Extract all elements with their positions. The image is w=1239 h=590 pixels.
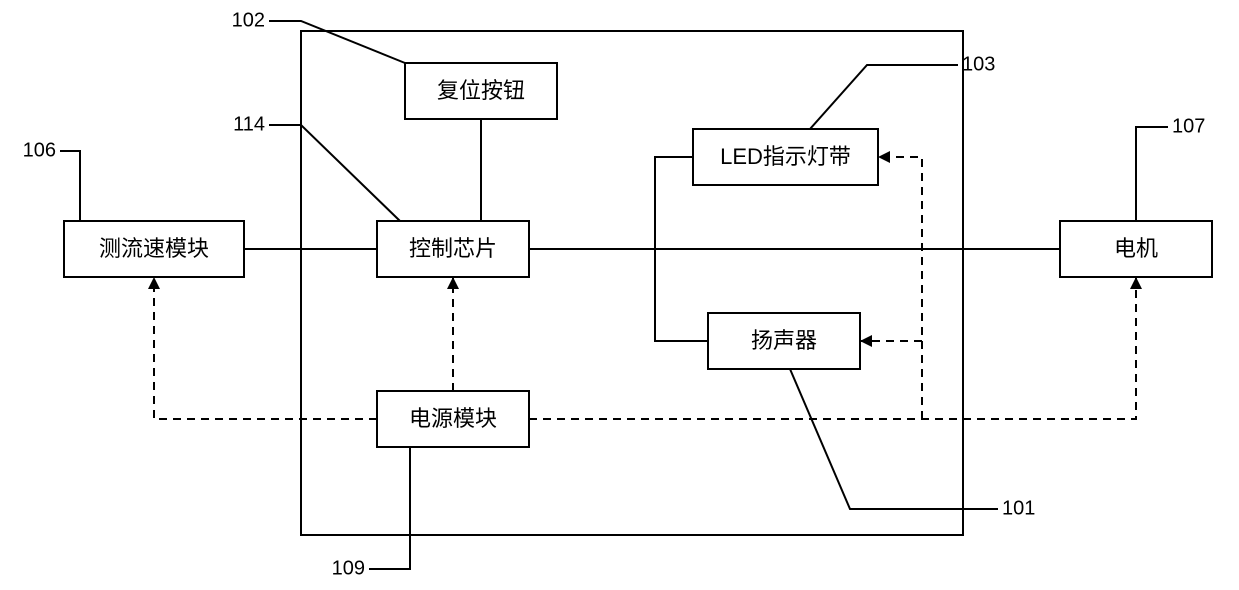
block-speaker-label: 扬声器 xyxy=(751,328,817,353)
ref-label-102: 102 xyxy=(232,9,265,31)
ref-label-101: 101 xyxy=(1002,497,1035,519)
ref-label-103: 103 xyxy=(962,53,995,75)
block-motor-label: 电机 xyxy=(1114,236,1158,261)
block-power-label: 电源模块 xyxy=(409,406,497,431)
leader-106 xyxy=(60,151,80,221)
arrowhead-power-to-motor xyxy=(1130,277,1142,289)
block-flow_sensor-label: 测流速模块 xyxy=(99,236,209,261)
leader-107 xyxy=(1136,127,1168,221)
block-diagram: 复位按钮控制芯片 LED指示灯带扬声器电源模块 测流速模块 电机 102 114 106 1… xyxy=(0,0,1239,590)
ref-label-107: 107 xyxy=(1172,115,1205,137)
ref-label-109: 109 xyxy=(332,557,365,579)
block-reset_btn-label: 复位按钮 xyxy=(437,78,525,103)
ref-label-106: 106 xyxy=(23,139,56,161)
ref-label-114: 114 xyxy=(233,113,265,135)
outer-frame xyxy=(301,31,963,535)
block-ctrl_chip-label: 控制芯片 xyxy=(409,236,497,261)
arrowhead-power-to-flow_sensor xyxy=(148,277,160,289)
block-led_strip-label: LED指示灯带 xyxy=(720,144,851,169)
